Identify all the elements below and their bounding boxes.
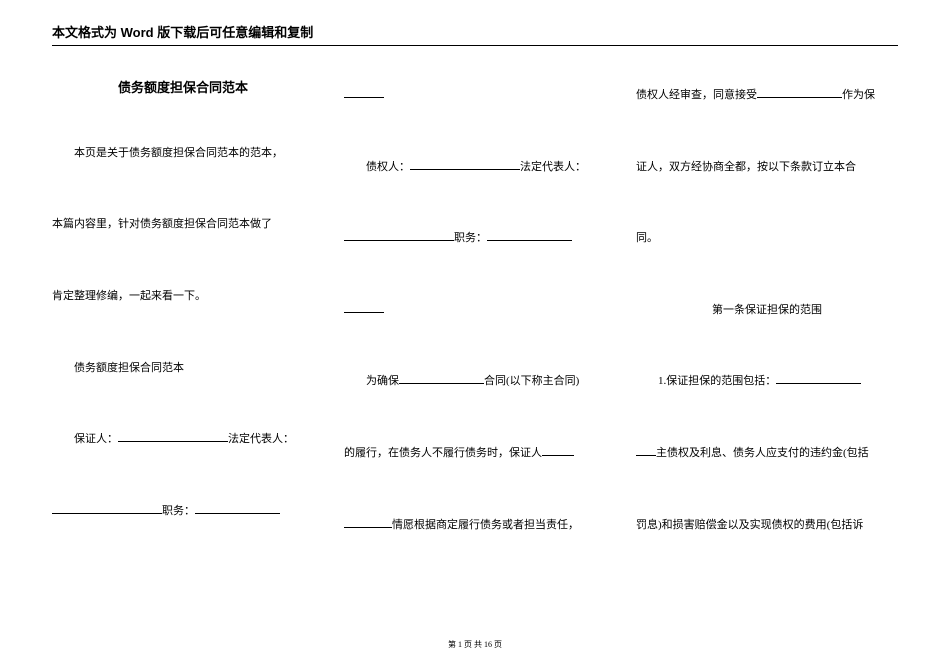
- col2-para-4: 的履行，在债务人不履行债务时，保证人: [344, 445, 606, 463]
- blank-field: [118, 431, 228, 442]
- blank-field: [410, 159, 520, 170]
- col2-para-1: 债权人： 法定代表人：: [344, 159, 606, 177]
- position-label-2: 职务：: [454, 232, 487, 244]
- document-page: 本文格式为 Word 版下载后可任意编辑和复制 债务额度担保合同范本 本页是关于…: [0, 0, 950, 588]
- principal-interest-text: 主债权及利息、债务人应支付的违约金(包括: [656, 447, 869, 459]
- col3-para-5: 1.保证担保的范围包括：: [636, 373, 898, 391]
- col3-para-1: 债权人经审查，同意接受 作为保: [636, 87, 898, 105]
- column-3: 债权人经审查，同意接受 作为保 证人，双方经协商全都，按以下条款订立本合 同。 第…: [636, 78, 898, 588]
- blank-field: [344, 302, 384, 313]
- blank-field: [344, 517, 392, 528]
- blank-field: [195, 503, 280, 514]
- content-columns: 债务额度担保合同范本 本页是关于债务额度担保合同范本的范本， 本篇内容里，针对债…: [52, 78, 898, 588]
- col2-para-3: 为确保 合同(以下称主合同): [344, 373, 606, 391]
- col2-para-2: 职务：: [344, 230, 606, 248]
- blank-field: [776, 373, 861, 384]
- contract-suffix: 合同(以下称主合同): [484, 375, 579, 387]
- blank-field: [636, 445, 656, 456]
- col1-para-2: 本篇内容里，针对债务额度担保合同范本做了: [52, 216, 314, 234]
- blank-field: [757, 87, 842, 98]
- performance-text: 的履行，在债务人不履行债务时，保证人: [344, 447, 542, 459]
- col1-para-5: 保证人： 法定代表人：: [52, 431, 314, 449]
- col3-article-title: 第一条保证担保的范围: [636, 302, 898, 320]
- blank-field: [542, 445, 574, 456]
- willing-text: 情愿根据商定履行债务或者担当责任，: [392, 519, 579, 531]
- col2-blank-line-2: [344, 302, 606, 320]
- blank-field: [344, 87, 384, 98]
- column-1: 债务额度担保合同范本 本页是关于债务额度担保合同范本的范本， 本篇内容里，针对债…: [52, 78, 314, 588]
- creditor-label: 债权人：: [366, 161, 410, 173]
- position-label: 职务：: [162, 505, 195, 517]
- legal-rep-label: 法定代表人：: [228, 433, 294, 445]
- col3-para-6: 主债权及利息、债务人应支付的违约金(包括: [636, 445, 898, 463]
- blank-field: [52, 503, 162, 514]
- legal-rep-label-2: 法定代表人：: [520, 161, 586, 173]
- col1-para-1: 本页是关于债务额度担保合同范本的范本，: [52, 145, 314, 163]
- col2-blank-line: [344, 87, 606, 105]
- guarantor-label: 保证人：: [74, 433, 118, 445]
- document-title: 债务额度担保合同范本: [52, 78, 314, 99]
- ensure-label: 为确保: [366, 375, 399, 387]
- col3-para-3: 同。: [636, 230, 898, 248]
- col1-para-3: 肯定整理修编，一起来看一下。: [52, 288, 314, 306]
- scope-includes-text: 1.保证担保的范围包括：: [658, 375, 776, 387]
- header-notice: 本文格式为 Word 版下载后可任意编辑和复制: [52, 22, 898, 46]
- page-footer: 第 1 页 共 16 页: [0, 639, 950, 650]
- col3-para-2: 证人，双方经协商全都，按以下条款订立本合: [636, 159, 898, 177]
- creditor-review-text: 债权人经审查，同意接受: [636, 89, 757, 101]
- col3-para-7: 罚息)和损害赔偿金以及实现债权的费用(包括诉: [636, 517, 898, 535]
- col2-para-5: 情愿根据商定履行债务或者担当责任，: [344, 517, 606, 535]
- column-2: 债权人： 法定代表人： 职务： 为确保 合同(以下称主合同) 的履行，在债务人不履行…: [344, 78, 606, 588]
- col1-para-6: 职务：: [52, 503, 314, 521]
- blank-field: [344, 230, 454, 241]
- blank-field: [487, 230, 572, 241]
- col1-para-4: 债务额度担保合同范本: [52, 360, 314, 378]
- as-guarantee-text: 作为保: [842, 89, 875, 101]
- blank-field: [399, 373, 484, 384]
